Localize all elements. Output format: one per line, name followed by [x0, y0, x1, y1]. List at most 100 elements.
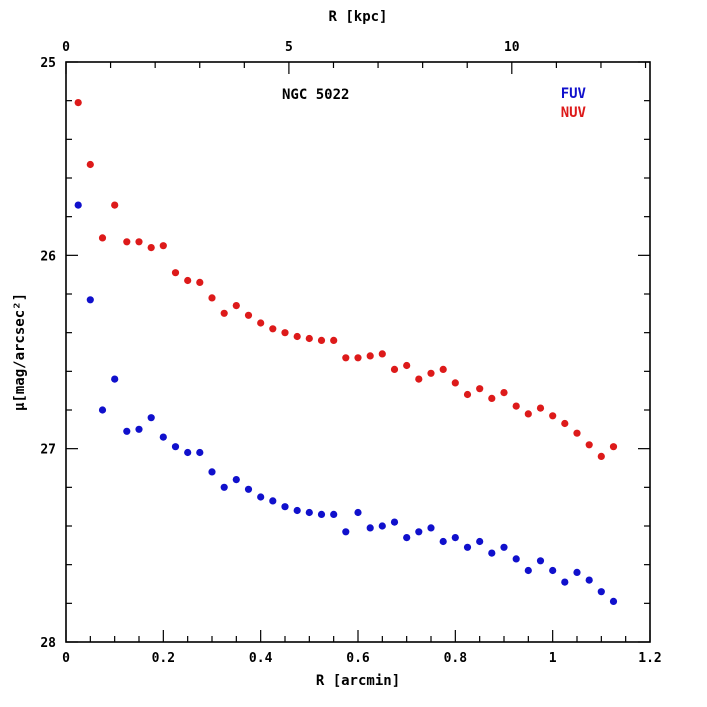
nuv-point	[123, 238, 131, 246]
fuv-point	[500, 543, 508, 551]
fuv-point	[427, 524, 435, 532]
nuv-point	[196, 278, 204, 286]
fuv-point	[463, 543, 472, 551]
nuv-point	[378, 350, 386, 358]
nuv-point	[244, 311, 253, 319]
nuv-point	[488, 394, 496, 402]
nuv-point	[147, 244, 155, 252]
y-tick-label: 26	[40, 249, 56, 264]
nuv-point	[439, 365, 447, 373]
fuv-point	[573, 568, 581, 577]
nuv-point	[476, 385, 484, 393]
fuv-point	[378, 522, 386, 530]
nuv-point	[98, 234, 107, 242]
nuv-point	[184, 276, 192, 285]
nuv-point	[561, 419, 569, 428]
nuv-point	[159, 242, 167, 250]
nuv-point	[135, 238, 143, 246]
fuv-point	[196, 448, 204, 457]
fuv-point	[524, 566, 532, 575]
nuv-point	[524, 410, 532, 418]
nuv-point	[317, 336, 326, 344]
fuv-point	[171, 443, 180, 451]
fuv-point	[257, 493, 265, 501]
fuv-point	[147, 414, 155, 422]
x-tick-label: 1	[549, 651, 557, 666]
fuv-point	[354, 508, 362, 517]
fuv-point	[597, 588, 605, 596]
fuv-point	[74, 201, 82, 209]
nuv-point	[512, 402, 520, 410]
fuv-point	[330, 510, 338, 518]
nuv-point	[305, 334, 313, 343]
legend-fuv: FUV	[561, 86, 587, 102]
nuv-point	[573, 429, 581, 437]
x-tick-label: 0.6	[346, 651, 370, 666]
nuv-point	[208, 294, 216, 302]
x-tick-label: 0.8	[444, 651, 468, 666]
fuv-point	[561, 578, 569, 586]
fuv-point	[305, 508, 313, 517]
fuv-point	[342, 528, 350, 536]
fuv-point	[512, 555, 520, 563]
nuv-point	[269, 325, 277, 333]
fuv-point	[123, 427, 131, 435]
y-axis-label: μ[mag/arcsec²]	[12, 293, 28, 411]
fuv-point	[585, 576, 593, 584]
fuv-point	[366, 524, 374, 532]
fuv-point	[159, 433, 167, 441]
nuv-point	[293, 332, 301, 341]
fuv-point	[439, 537, 447, 546]
data-points	[74, 99, 618, 606]
nuv-point	[330, 336, 338, 344]
x-axis-label: R [arcmin]	[316, 673, 400, 689]
fuv-point	[208, 468, 216, 476]
fuv-point	[220, 483, 228, 491]
nuv-point	[585, 441, 593, 449]
fuv-point	[609, 597, 618, 606]
nuv-point	[281, 329, 289, 337]
tick-labels: 0 0.2 0.4 0.6 0.8 1 1.2 0 5 10 25 26 27 28	[40, 40, 661, 666]
fuv-point	[451, 534, 459, 542]
x2-tick-label: 0	[62, 40, 70, 55]
y-tick-label: 28	[40, 636, 56, 651]
x2-tick-label: 5	[285, 40, 293, 55]
nuv-point	[220, 309, 228, 317]
nuv-point	[536, 404, 545, 412]
plot-frame	[65, 61, 651, 643]
fuv-point	[476, 537, 484, 546]
axis-ticks	[65, 61, 651, 643]
nuv-point	[86, 160, 94, 169]
x-tick-label: 0.4	[249, 651, 273, 666]
fuv-point	[244, 485, 253, 493]
nuv-point	[463, 390, 472, 399]
fuv-point	[403, 534, 411, 542]
fuv-point	[281, 503, 289, 511]
nuv-point	[549, 412, 557, 420]
nuv-point	[403, 361, 411, 370]
fuv-point	[269, 497, 277, 505]
nuv-point	[366, 352, 374, 360]
x-tick-label: 0.2	[152, 651, 175, 666]
nuv-point	[427, 369, 435, 377]
fuv-point	[184, 448, 192, 457]
fuv-point	[390, 518, 399, 526]
nuv-point	[354, 354, 362, 362]
nuv-point	[111, 201, 119, 209]
fuv-point	[536, 557, 545, 565]
nuv-point	[342, 354, 350, 362]
x-tick-label: 1.2	[638, 651, 661, 666]
fuv-point	[86, 296, 94, 304]
chart-title: NGC 5022	[282, 87, 349, 103]
nuv-point	[171, 269, 180, 277]
fuv-point	[317, 510, 326, 518]
x-tick-label: 0	[62, 651, 70, 666]
nuv-point	[609, 443, 618, 451]
nuv-point	[257, 319, 265, 327]
legend: FUV NUV	[561, 86, 587, 121]
fuv-point	[111, 375, 119, 383]
x2-axis-label: R [kpc]	[328, 9, 387, 25]
nuv-point	[500, 389, 508, 397]
fuv-point	[488, 549, 496, 557]
